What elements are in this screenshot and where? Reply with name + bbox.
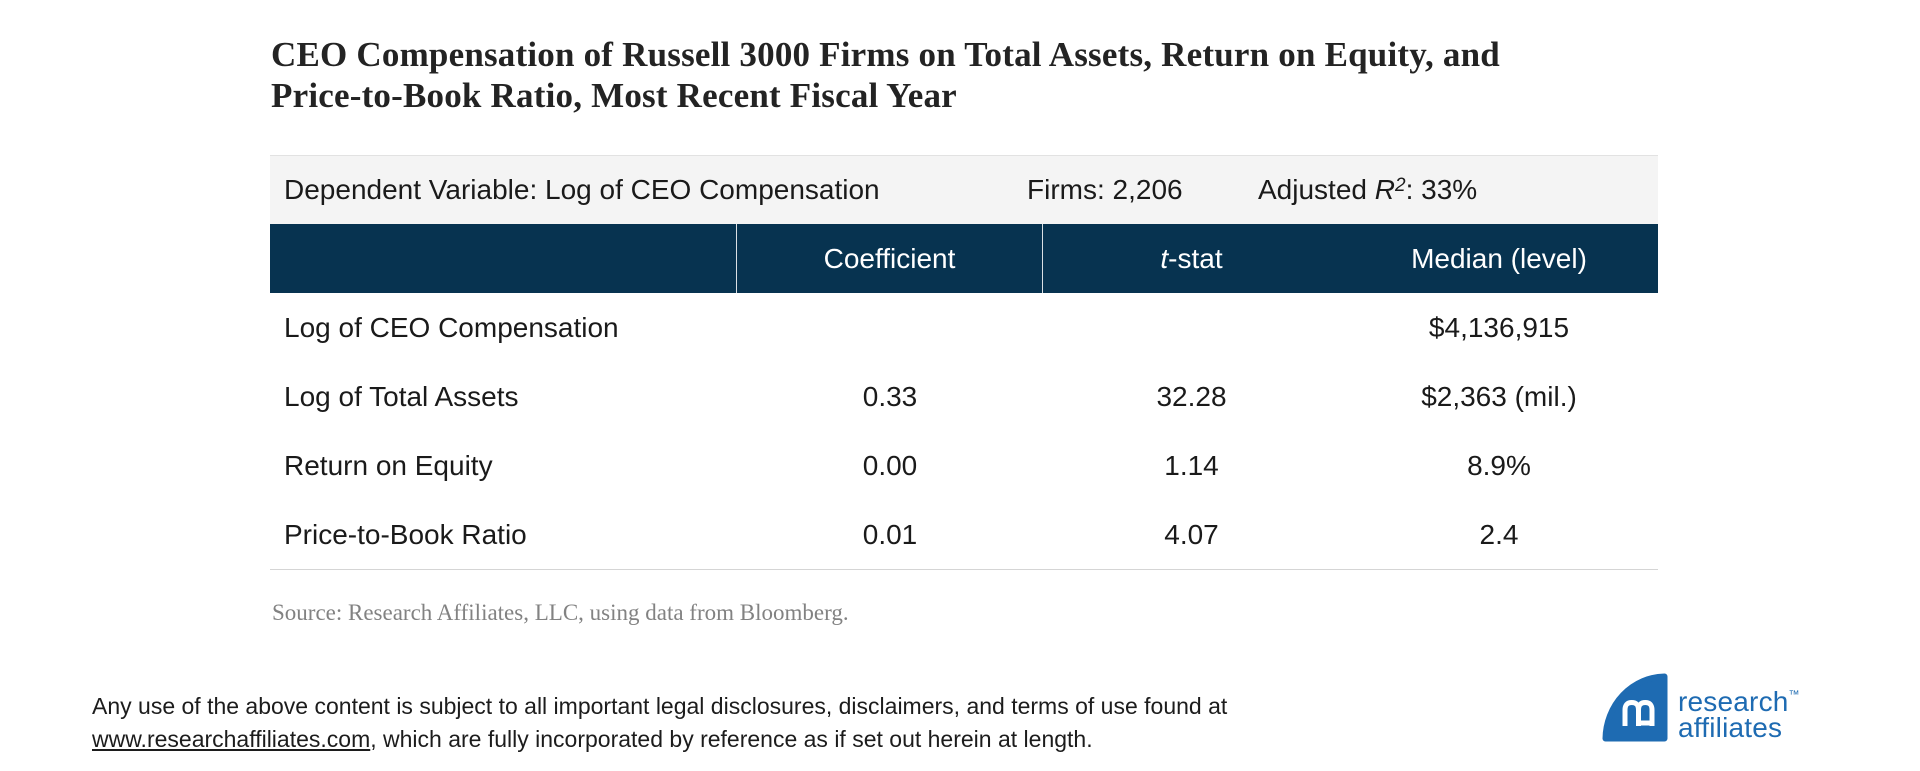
coefficient-value: 0.33 — [862, 380, 918, 412]
median-value: $2,363 (mil.) — [1421, 380, 1577, 412]
adjusted-r2-label: Adjusted R2: 33% — [1258, 174, 1478, 205]
median-value: $4,136,915 — [1428, 311, 1570, 343]
column-header-blank — [270, 224, 737, 293]
coefficient-value: 0.01 — [862, 518, 918, 550]
trademark-symbol: ™ — [1788, 689, 1800, 701]
tstat-value: 4.07 — [1164, 518, 1219, 550]
logo-wordmark: research™ affiliates — [1678, 686, 1800, 743]
column-header-coefficient: Coefficient — [737, 224, 1043, 293]
ra-logo-mark-icon — [1602, 673, 1668, 742]
row-label: Price-to-Book Ratio — [284, 518, 527, 550]
median-value: 2.4 — [1479, 518, 1519, 550]
regression-table: Dependent Variable: Log of CEO Compensat… — [270, 155, 1658, 570]
table-row: Log of Total Assets 0.33 32.28 $2,363 (m… — [270, 362, 1658, 431]
table-meta-row: Dependent Variable: Log of CEO Compensat… — [270, 155, 1658, 224]
research-affiliates-logo: research™ affiliates — [1602, 673, 1800, 742]
table-header-row: Coefficient t-stat Median (level) — [270, 224, 1658, 293]
median-value: 8.9% — [1467, 449, 1531, 481]
row-label: Return on Equity — [284, 449, 493, 481]
researchaffiliates-link[interactable]: www.researchaffiliates.com — [92, 726, 371, 752]
row-label: Log of CEO Compensation — [284, 311, 619, 343]
table-row: Log of CEO Compensation $4,136,915 — [270, 293, 1658, 362]
tstat-value: 1.14 — [1164, 449, 1219, 481]
legal-disclaimer: Any use of the above content is subject … — [92, 693, 1228, 752]
source-note: Source: Research Affiliates, LLC, using … — [272, 600, 849, 625]
dependent-variable-label: Dependent Variable: Log of CEO Compensat… — [284, 174, 880, 205]
firms-count-label: Firms: 2,206 — [1027, 174, 1183, 205]
coefficient-value: 0.00 — [862, 449, 918, 481]
column-header-median: Median (level) — [1411, 242, 1587, 274]
table-row: Return on Equity 0.00 1.14 8.9% — [270, 431, 1658, 500]
row-label: Log of Total Assets — [284, 380, 519, 412]
table-row: Price-to-Book Ratio 0.01 4.07 2.4 — [270, 500, 1658, 569]
column-header-tstat: t-stat — [1160, 242, 1223, 274]
tstat-value: 32.28 — [1156, 380, 1227, 412]
figure-title: CEO Compensation of Russell 3000 Firms o… — [271, 35, 1500, 115]
